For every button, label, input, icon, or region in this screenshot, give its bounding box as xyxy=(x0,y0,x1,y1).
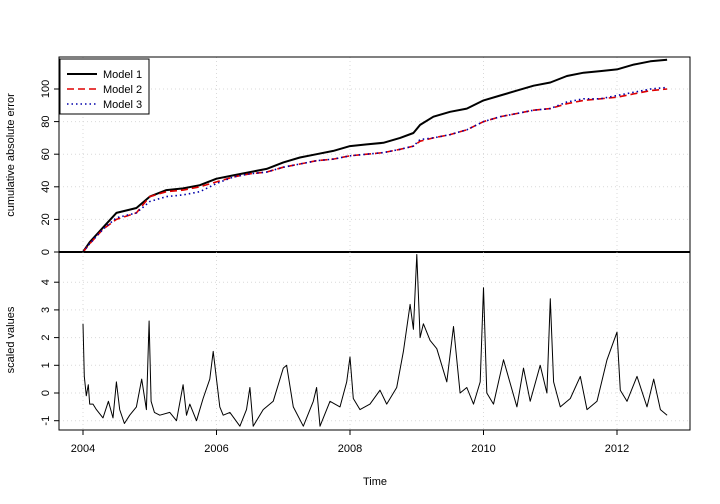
legend-box xyxy=(59,58,150,115)
top-y-tick-label: 60 xyxy=(40,148,52,160)
top-y-tick-label: 0 xyxy=(40,249,52,255)
x-tick-label: 2006 xyxy=(204,443,228,455)
legend: Model 1 Model 2 Model 3 xyxy=(59,58,150,115)
bottom-y-tick-label: 1 xyxy=(40,362,52,368)
legend-label: Model 3 xyxy=(103,99,142,111)
x-tick-label: 2008 xyxy=(338,443,362,455)
top-y-tick-label: 20 xyxy=(40,213,52,225)
bottom-y-tick-label: 2 xyxy=(40,335,52,341)
series-line-model-3 xyxy=(82,86,668,253)
bottom-y-axis-label: scaled values xyxy=(5,306,17,373)
x-tick-label: 2010 xyxy=(471,443,495,455)
x-tick-label: 2012 xyxy=(605,443,629,455)
series-line-model-2 xyxy=(82,88,668,253)
top-y-tick-label: 100 xyxy=(40,80,52,98)
top-y-tick-label: 40 xyxy=(40,181,52,193)
legend-label: Model 2 xyxy=(103,84,142,96)
top-y-axis-label: cumulative absolute error xyxy=(5,93,17,217)
legend-label: Model 1 xyxy=(103,69,142,81)
scaled-values-line xyxy=(82,254,668,427)
bottom-y-tick-label: 3 xyxy=(40,307,52,313)
bottom-y-tick-label: 4 xyxy=(40,279,52,285)
bottom-panel-frame xyxy=(58,251,691,431)
top-y-tick-label: 80 xyxy=(40,115,52,127)
x-tick-label: 2004 xyxy=(71,443,95,455)
x-axis-label: Time xyxy=(363,476,387,488)
bottom-y-tick-label: -1 xyxy=(40,416,52,426)
bottom-panel: -1 0 1 2 3 4 2004 2006 2008 2010 2012 xyxy=(40,251,691,455)
series-line-model-1 xyxy=(82,58,668,253)
bottom-y-tick-label: 0 xyxy=(40,390,52,396)
